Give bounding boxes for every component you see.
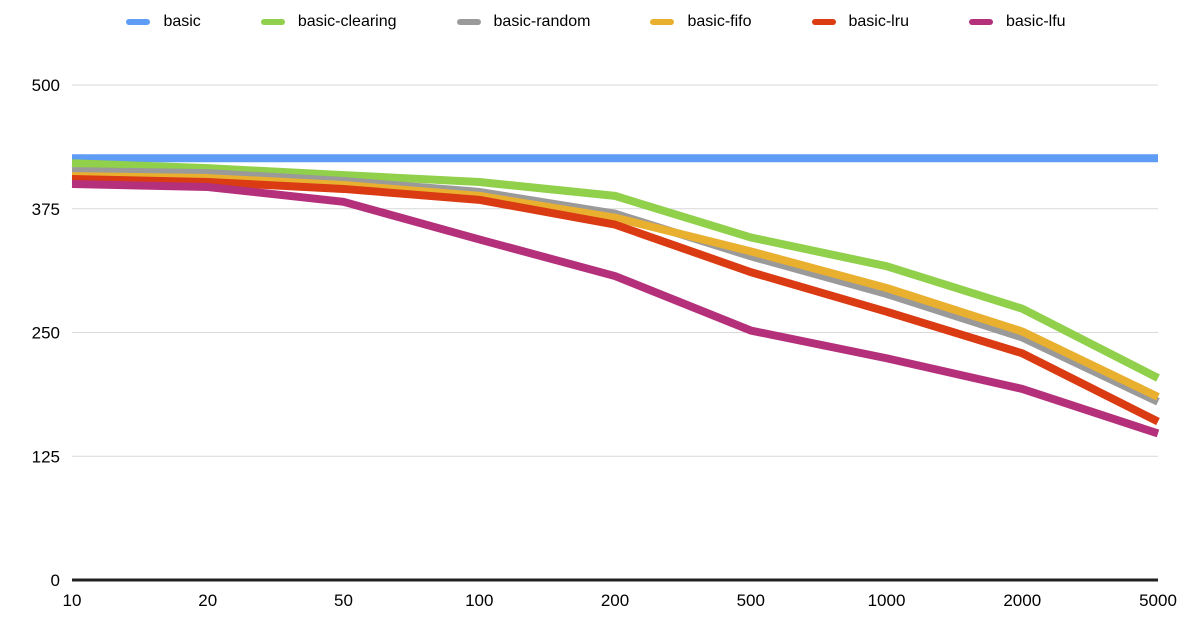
y-axis-tick-labels: 0 125 250 375 500: [32, 76, 60, 590]
y-tick-label: 250: [32, 324, 60, 343]
series-lines: [71, 154, 1160, 438]
y-tick-label: 0: [51, 571, 60, 590]
legend-label: basic-lfu: [1005, 13, 1066, 30]
legend-item-basic-fifo[interactable]: basic-fifo: [650, 13, 752, 30]
series-line-basic-clearing[interactable]: [71, 159, 1160, 382]
x-tick-label: 20: [198, 591, 217, 610]
legend-swatch-basic-lru: [811, 19, 836, 25]
legend-item-basic-random[interactable]: basic-random: [456, 13, 591, 30]
series-line-basic-lfu[interactable]: [71, 180, 1160, 438]
series-line-basic-random[interactable]: [71, 167, 1160, 406]
legend-label: basic: [163, 13, 201, 30]
x-tick-label: 100: [465, 591, 493, 610]
x-tick-label: 10: [63, 591, 82, 610]
legend-label: basic-clearing: [297, 13, 397, 30]
chart-legend: basic basic-clearing basic-random basic-…: [0, 8, 1192, 36]
x-tick-label: 500: [737, 591, 765, 610]
legend-item-basic[interactable]: basic: [126, 13, 201, 30]
x-tick-label: 1000: [868, 591, 906, 610]
x-tick-label: 5000: [1139, 591, 1177, 610]
legend-item-basic-lfu[interactable]: basic-lfu: [968, 13, 1066, 30]
legend-item-basic-clearing[interactable]: basic-clearing: [260, 13, 397, 30]
legend-swatch-basic-random: [456, 19, 481, 25]
x-tick-label: 2000: [1003, 591, 1041, 610]
x-tick-label: 200: [601, 591, 629, 610]
series-line-basic-lru[interactable]: [71, 175, 1160, 426]
legend-swatch-basic-lfu: [968, 19, 993, 25]
legend-swatch-basic-fifo: [650, 19, 675, 25]
gridlines: [72, 84, 1158, 582]
legend-swatch-basic-clearing: [260, 19, 285, 25]
legend-item-basic-lru[interactable]: basic-lru: [811, 13, 909, 30]
legend-label: basic-random: [493, 13, 591, 30]
y-tick-label: 500: [32, 76, 60, 95]
x-axis-tick-labels: 10 20 50 100 200 500 1000 2000 5000: [63, 591, 1177, 610]
legend-label: basic-lru: [848, 13, 909, 30]
y-tick-label: 375: [32, 200, 60, 219]
legend-swatch-basic: [126, 19, 151, 25]
y-tick-label: 125: [32, 447, 60, 466]
x-tick-label: 50: [334, 591, 353, 610]
legend-label: basic-fifo: [687, 13, 752, 30]
